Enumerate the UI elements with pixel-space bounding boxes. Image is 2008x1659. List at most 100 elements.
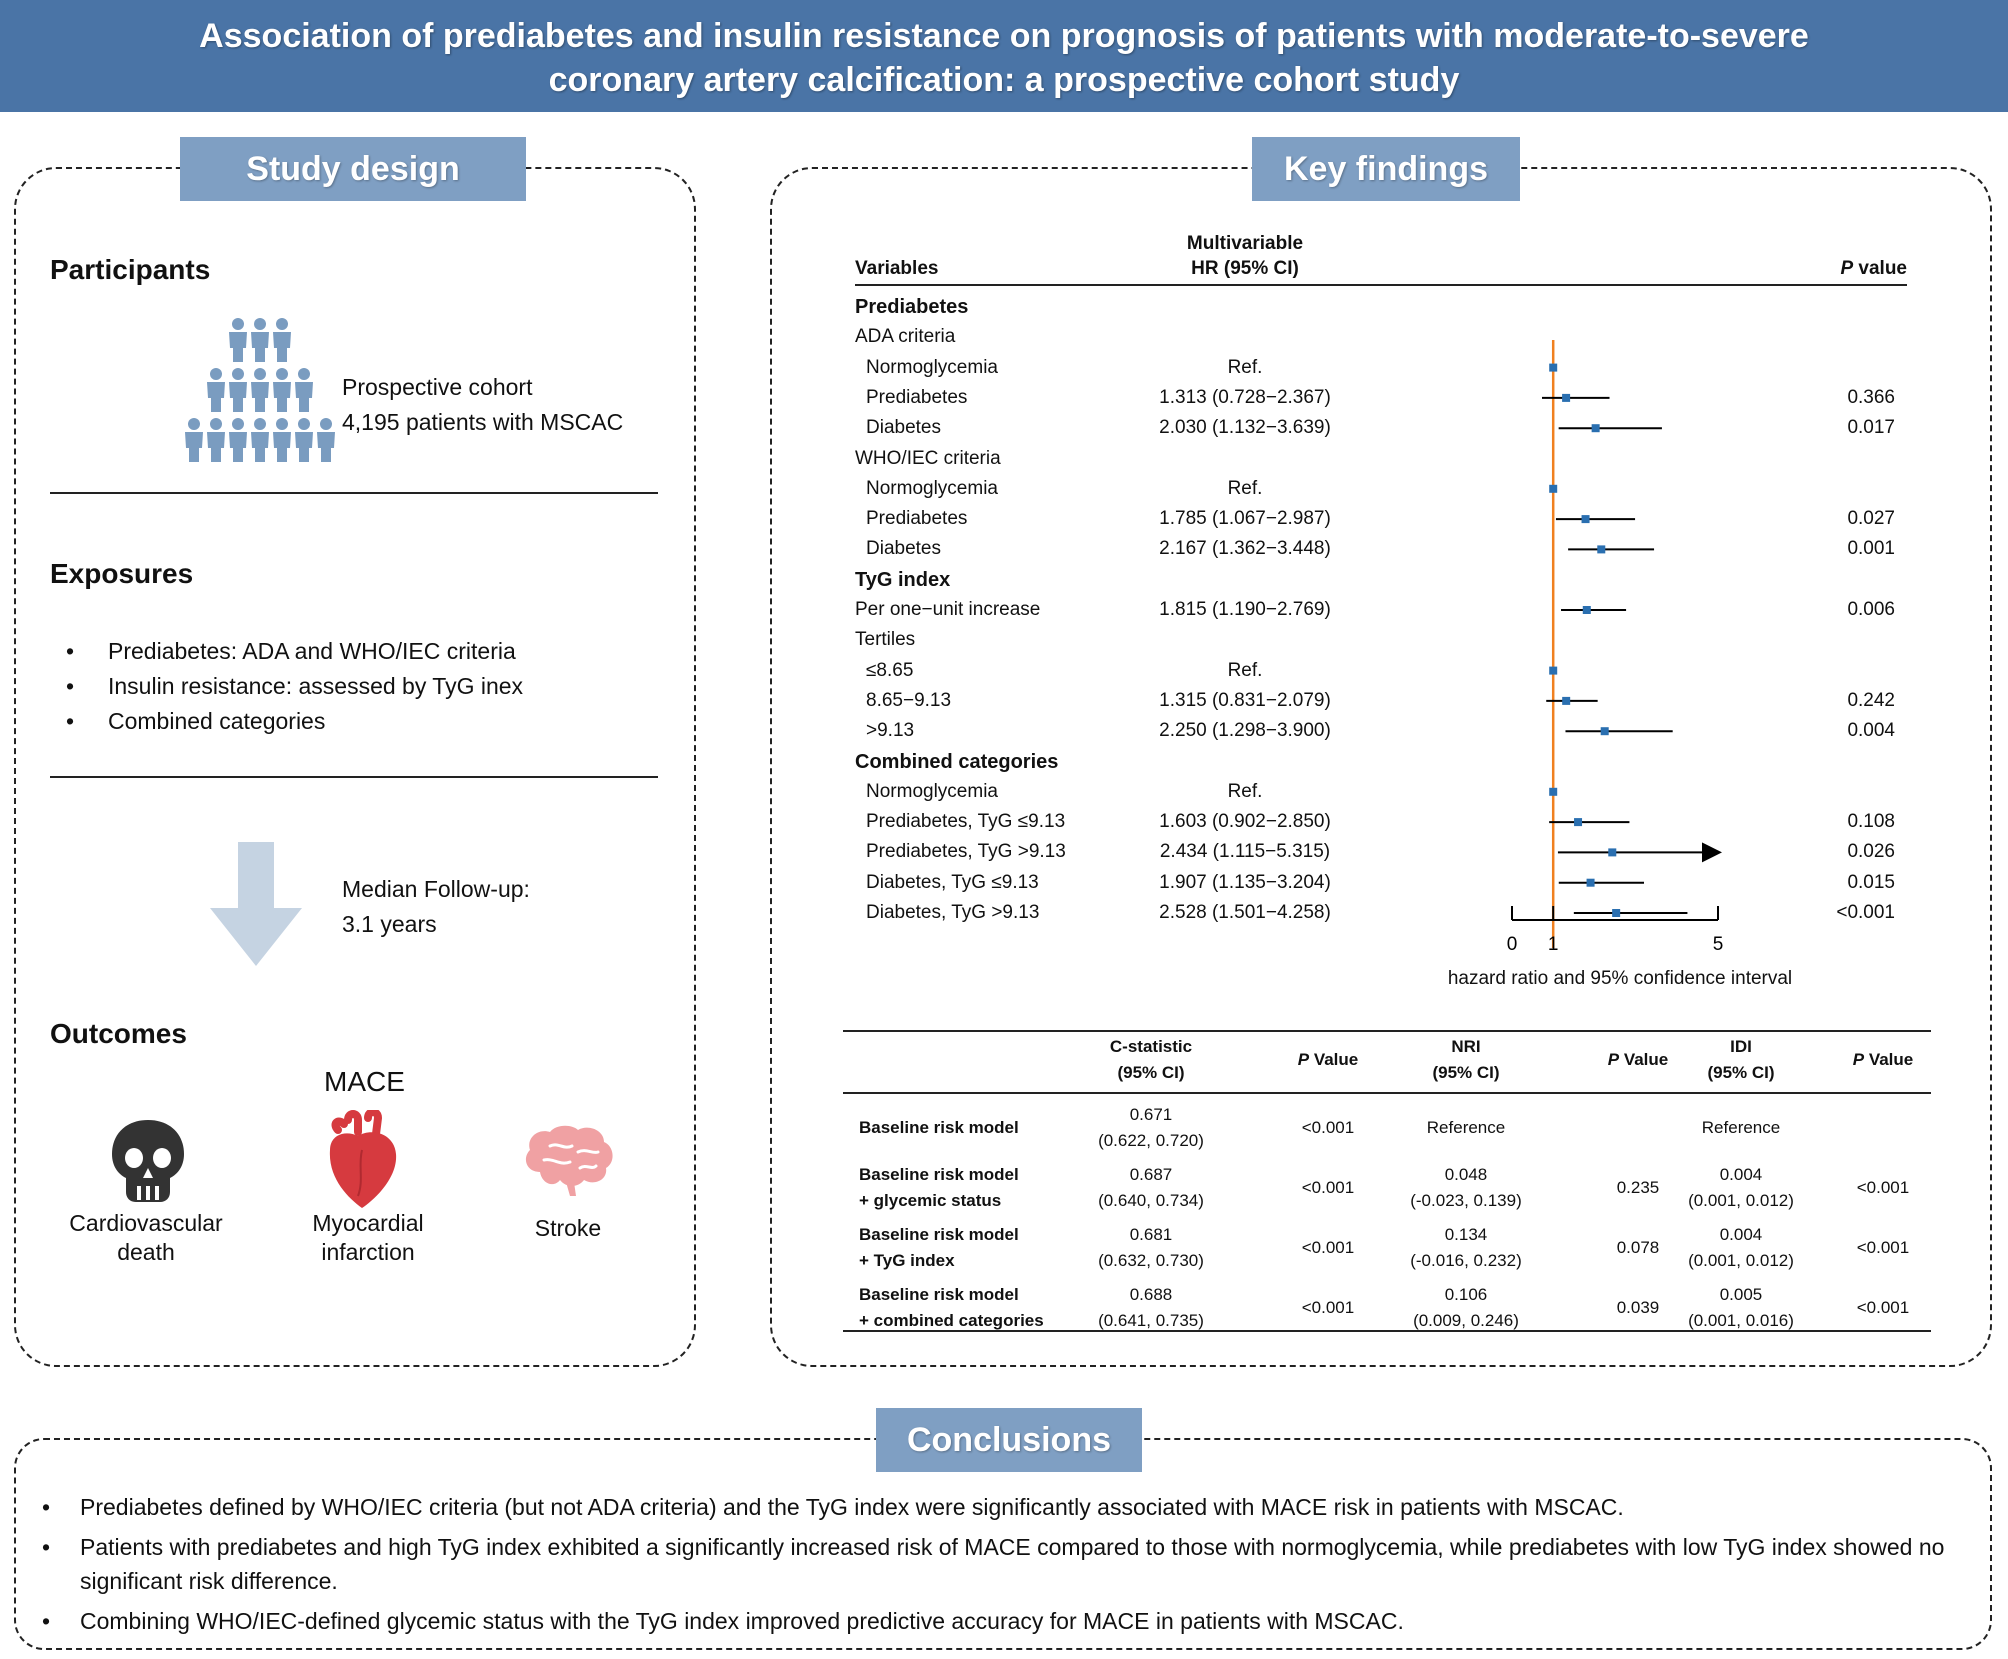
person-icon: [232, 418, 244, 430]
person-icon: [273, 332, 291, 362]
p-italic: P: [1607, 1050, 1620, 1069]
forest-header-hr-line2: HR (95% CI): [1191, 258, 1299, 279]
forest-header-p: P value: [1755, 254, 1907, 284]
hr-point: [1608, 848, 1617, 857]
hr-point: [1562, 393, 1571, 402]
forest-row-hr: 2.528 (1.501−4.258): [1159, 902, 1331, 923]
forest-row-label: Tertiles: [855, 629, 916, 651]
metrics-cstat: 0.688: [1129, 1285, 1173, 1304]
forest-row-hr: 1.907 (1.135−3.204): [1159, 871, 1331, 893]
conclusion-item: Prediabetes defined by WHO/IEC criteria …: [38, 1490, 1958, 1524]
metrics-nri: 0.106: [1444, 1285, 1488, 1304]
forest-row-p: 0.242: [1847, 689, 1895, 711]
metrics-nri: Reference: [1426, 1118, 1506, 1137]
key-findings-label: Key findings: [1252, 137, 1520, 201]
hr-point: [1574, 818, 1583, 827]
person-icon: [251, 432, 269, 462]
metrics-nri-ci: (-0.023, 0.139): [1410, 1191, 1522, 1210]
person-icon: [210, 418, 222, 430]
forest-row-hr: 1.815 (1.190−2.769): [1159, 599, 1331, 620]
person-icon: [276, 318, 288, 330]
hr-point: [1562, 696, 1571, 705]
hr-point: [1549, 363, 1558, 372]
person-icon: [251, 382, 269, 412]
forest-row-p: 0.006: [1847, 599, 1895, 620]
outcome-label-line: Myocardial: [312, 1210, 424, 1236]
metrics-header: IDI: [1730, 1037, 1752, 1056]
metrics-nri-ci: (-0.016, 0.232): [1410, 1251, 1522, 1270]
person-icon: [295, 432, 313, 462]
forest-row-hr: Ref.: [1227, 780, 1263, 802]
heart-icon: [329, 1110, 397, 1208]
person-icon: [207, 432, 225, 462]
hr-point: [1549, 484, 1558, 493]
participants-line2: 4,195 patients with MSCAC: [342, 409, 624, 435]
hr-point: [1549, 787, 1558, 796]
p-rest: Value: [1313, 1050, 1359, 1069]
metrics-idi: 0.004: [1719, 1225, 1763, 1244]
metrics-cstat: 0.671: [1129, 1105, 1173, 1124]
outcome-mi-label: Myocardial infarction: [268, 1209, 468, 1267]
p-italic: P: [1852, 1050, 1865, 1069]
forest-row-hr: 2.167 (1.362−3.448): [1159, 538, 1331, 560]
forest-row-hr: 2.434 (1.115−5.315): [1159, 841, 1331, 863]
exposure-item: Prediabetes: ADA and WHO/IEC criteria: [50, 634, 650, 669]
outcome-cv-death-label: Cardiovascular death: [46, 1209, 246, 1267]
forest-row-p: 0.108: [1847, 811, 1895, 833]
person-icon: [229, 432, 247, 462]
outcome-label-line: infarction: [321, 1239, 415, 1265]
p-rest: Value: [1623, 1050, 1669, 1069]
outcome-stroke-label: Stroke: [468, 1214, 668, 1243]
forest-row-label: Diabetes, TyG >9.13: [866, 902, 1040, 923]
metrics-bottom-rule: [843, 1330, 1931, 1332]
person-icon: [251, 332, 269, 362]
metrics-cstat-ci: (0.640, 0.734): [1098, 1191, 1204, 1210]
metrics-nri-p: 0.235: [1616, 1178, 1660, 1197]
forest-row-p: 0.366: [1847, 386, 1895, 408]
metrics-idi: 0.005: [1719, 1285, 1763, 1304]
forest-plot: 0 1 5: [1507, 340, 1723, 955]
forest-row-p: 0.004: [1847, 720, 1895, 742]
forest-row-label: Combined categories: [855, 750, 1059, 773]
metrics-idi-p: <0.001: [1856, 1298, 1910, 1317]
person-icon: [232, 318, 244, 330]
person-icon: [254, 368, 266, 380]
metrics-idi-p: <0.001: [1856, 1178, 1910, 1197]
metrics-nri-p: 0.078: [1616, 1238, 1660, 1257]
person-icon: [276, 368, 288, 380]
person-icon: [295, 382, 313, 412]
forest-row-p: 0.027: [1847, 508, 1895, 530]
metrics-model-name: + combined categories: [859, 1311, 1044, 1330]
hr-point: [1549, 666, 1558, 675]
metrics-cstat-ci: (0.641, 0.735): [1098, 1311, 1204, 1330]
outcome-label-line: death: [117, 1239, 175, 1265]
outcome-label-line: Stroke: [534, 1215, 602, 1241]
person-icon: [229, 332, 247, 362]
metrics-idi: 0.004: [1719, 1165, 1763, 1184]
metrics-model-name: Baseline risk model: [859, 1118, 1019, 1137]
conclusion-item: Patients with prediabetes and high TyG i…: [38, 1530, 1958, 1598]
forest-row-label: Per one−unit increase: [855, 599, 1041, 620]
person-icon: [298, 368, 310, 380]
forest-row-label: Normoglycemia: [866, 356, 998, 378]
person-icon: [229, 382, 247, 412]
followup-line2: 3.1 years: [342, 911, 437, 937]
forest-row-label: Prediabetes: [855, 296, 969, 318]
forest-row-label: Prediabetes: [866, 386, 968, 408]
metrics-top-rule: [843, 1030, 1931, 1032]
forest-header-rule: [855, 284, 1907, 286]
followup-line1: Median Follow-up:: [342, 876, 530, 902]
metrics-idi: Reference: [1701, 1118, 1781, 1137]
forest-row-hr: 1.313 (0.728−2.367): [1159, 386, 1331, 408]
p-rest: value: [1853, 258, 1907, 279]
person-icon: [254, 418, 266, 430]
metrics-header: (95% CI): [1117, 1063, 1185, 1082]
forest-row-label: TyG index: [855, 568, 951, 591]
person-icon: [273, 382, 291, 412]
forest-row-p: <0.001: [1836, 902, 1895, 923]
forest-row-hr: 2.030 (1.132−3.639): [1159, 417, 1331, 439]
down-arrow-icon: [210, 842, 302, 966]
metrics-cstat-p: <0.001: [1301, 1238, 1355, 1257]
title-line2: coronary artery calcification: a prospec…: [548, 61, 1460, 99]
title-banner: Association of prediabetes and insulin r…: [0, 0, 2008, 112]
